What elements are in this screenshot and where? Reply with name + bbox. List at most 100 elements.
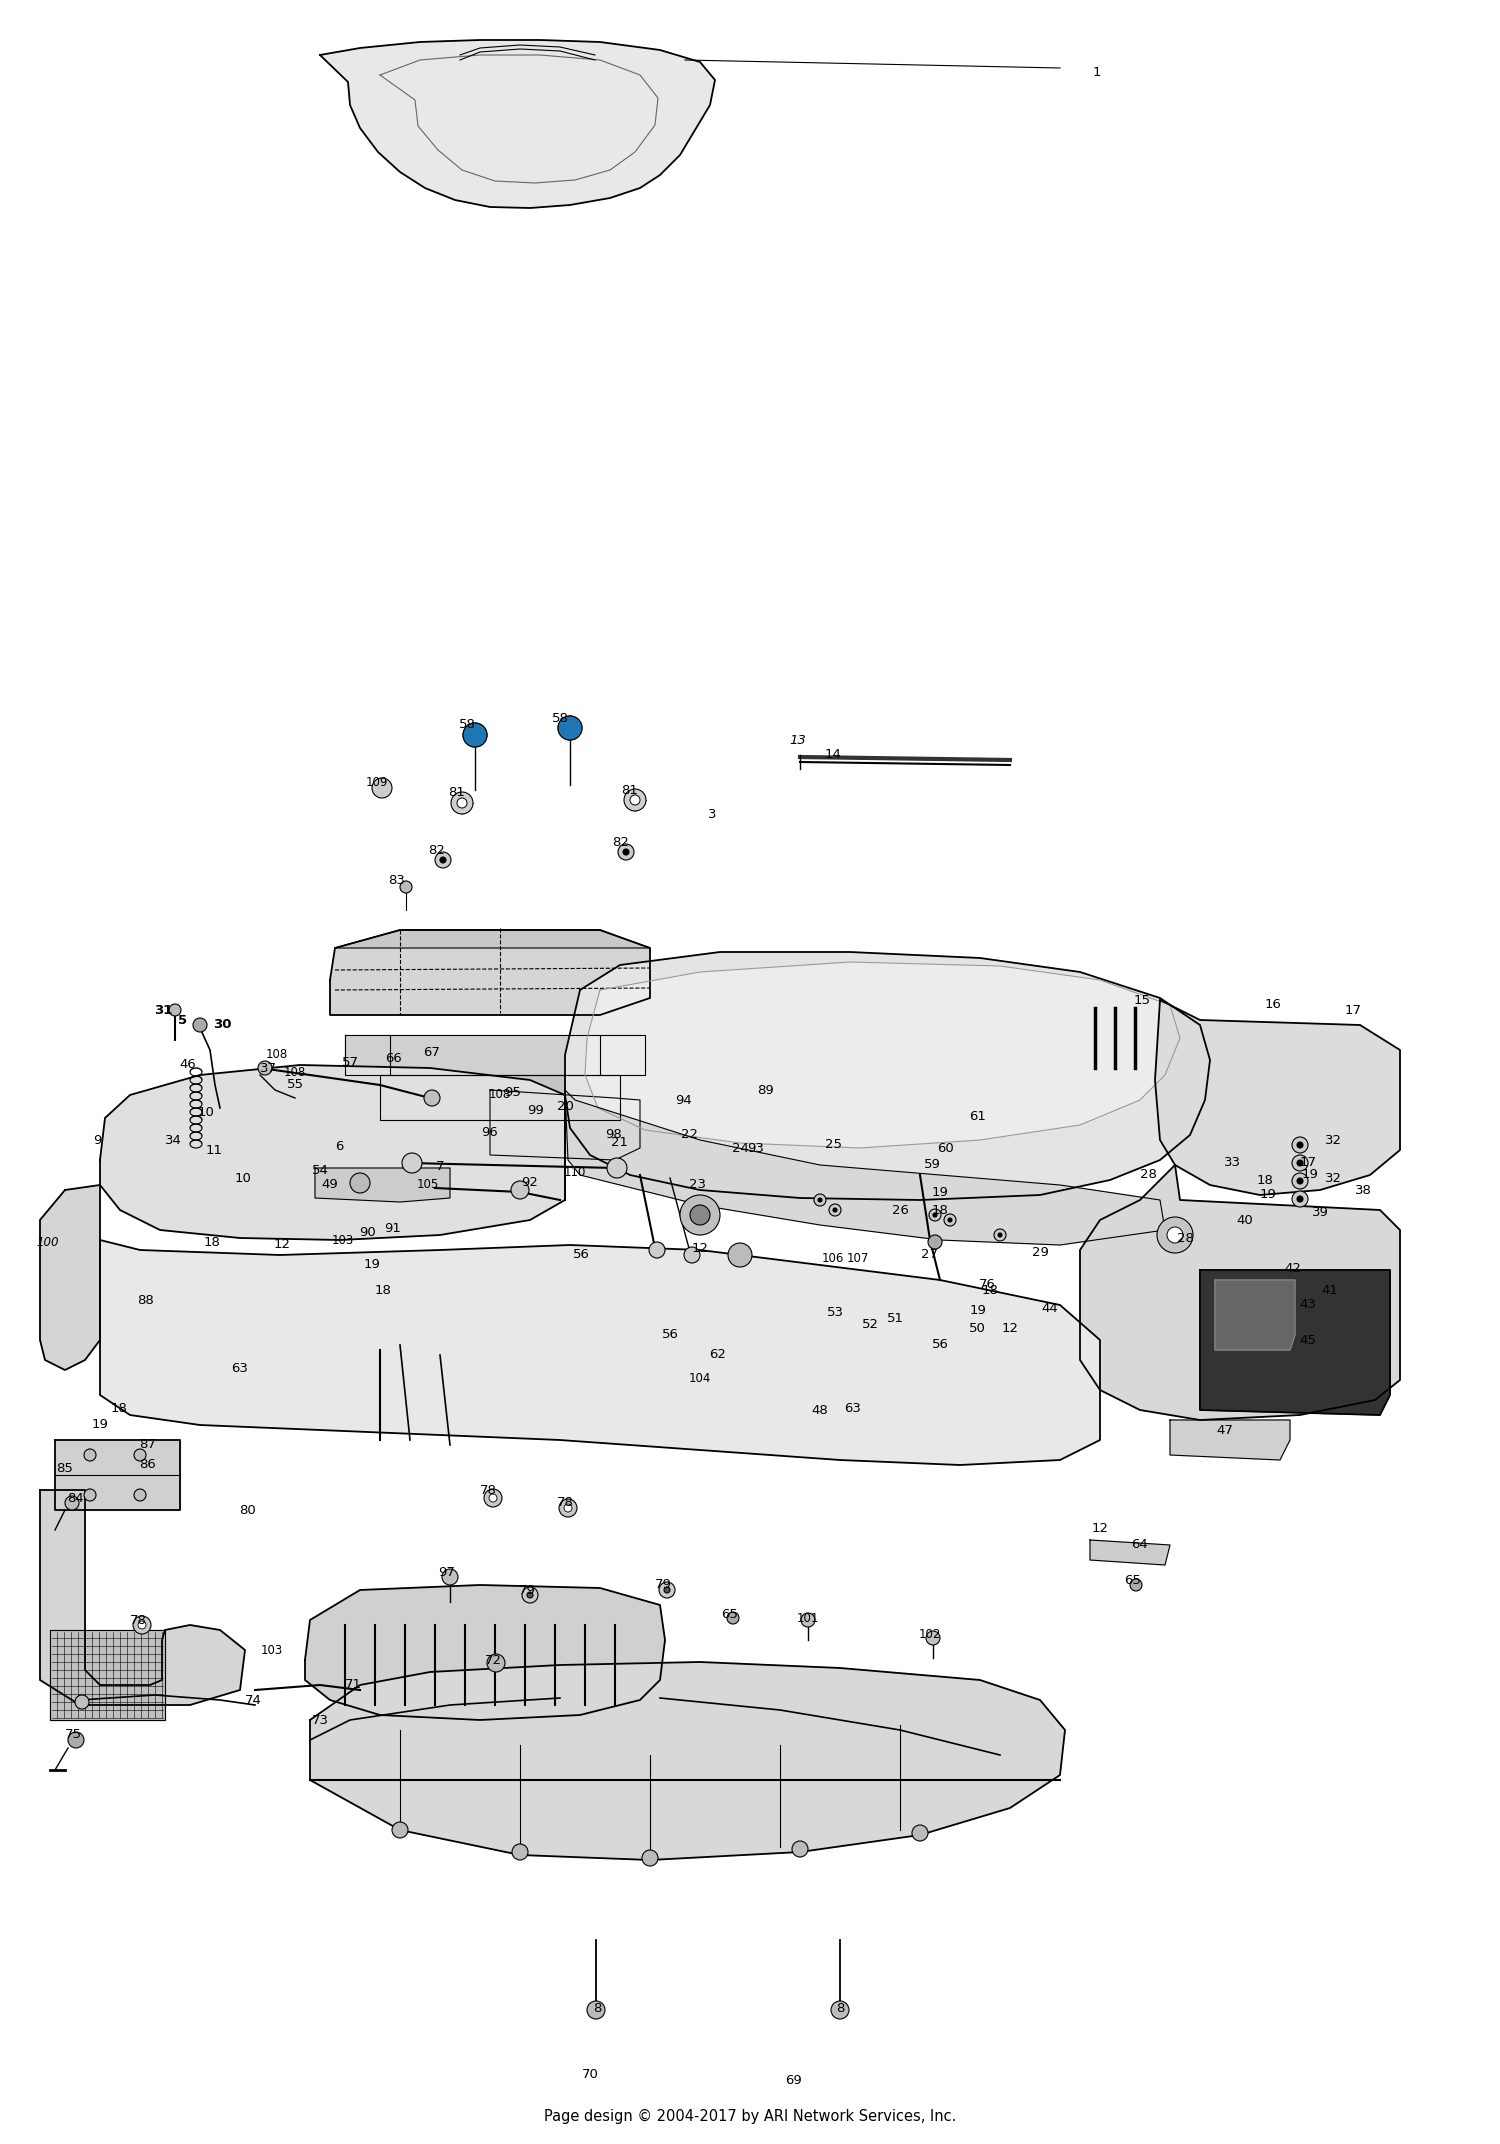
Circle shape (558, 716, 582, 740)
Text: 108: 108 (489, 1089, 512, 1102)
Polygon shape (40, 1186, 101, 1370)
Circle shape (435, 851, 451, 868)
Text: 44: 44 (1041, 1301, 1059, 1314)
Circle shape (458, 798, 466, 808)
Text: 60: 60 (938, 1141, 954, 1153)
Text: 110: 110 (564, 1166, 586, 1179)
Polygon shape (315, 1168, 450, 1203)
Text: 47: 47 (1216, 1424, 1233, 1436)
Text: 81: 81 (448, 787, 465, 800)
Text: 21: 21 (612, 1136, 628, 1149)
Text: 14: 14 (825, 748, 842, 761)
Text: 39: 39 (1311, 1207, 1329, 1220)
Circle shape (258, 1061, 272, 1074)
Circle shape (815, 1194, 827, 1205)
Text: 37: 37 (260, 1061, 276, 1074)
Text: 49: 49 (321, 1179, 339, 1192)
Text: 9: 9 (93, 1134, 100, 1147)
Polygon shape (50, 1629, 165, 1719)
Circle shape (624, 789, 646, 810)
Circle shape (484, 1488, 502, 1507)
Text: 23: 23 (690, 1179, 706, 1192)
Circle shape (1298, 1143, 1304, 1147)
Polygon shape (566, 1089, 1166, 1246)
Text: 41: 41 (1322, 1284, 1338, 1297)
Circle shape (933, 1214, 938, 1218)
Text: 64: 64 (1131, 1539, 1149, 1552)
Text: 56: 56 (662, 1329, 678, 1342)
Circle shape (138, 1621, 146, 1629)
Text: 55: 55 (286, 1078, 303, 1091)
Text: 33: 33 (1224, 1156, 1240, 1168)
Text: 3: 3 (708, 808, 717, 821)
Circle shape (424, 1089, 439, 1106)
Polygon shape (56, 1441, 180, 1509)
Polygon shape (1080, 1164, 1400, 1419)
Text: 65: 65 (722, 1608, 738, 1621)
Text: 10: 10 (198, 1106, 214, 1119)
Text: 82: 82 (429, 843, 445, 855)
Circle shape (944, 1214, 956, 1226)
Text: 109: 109 (366, 776, 388, 789)
Text: 10: 10 (234, 1171, 252, 1183)
Text: 19: 19 (1302, 1168, 1318, 1181)
Text: 66: 66 (384, 1051, 402, 1066)
Text: 63: 63 (231, 1361, 249, 1374)
Text: 107: 107 (847, 1252, 868, 1265)
Text: 78: 78 (129, 1614, 147, 1627)
Circle shape (392, 1822, 408, 1837)
Text: 102: 102 (920, 1629, 940, 1642)
Text: 22: 22 (681, 1128, 699, 1141)
Circle shape (372, 778, 392, 798)
Circle shape (928, 1209, 940, 1220)
Text: 1: 1 (1092, 66, 1101, 79)
Text: 108: 108 (284, 1066, 306, 1078)
Text: 93: 93 (747, 1141, 765, 1153)
Text: 78: 78 (480, 1484, 496, 1497)
Text: 12: 12 (1092, 1522, 1108, 1535)
Circle shape (134, 1449, 146, 1460)
Text: 75: 75 (64, 1728, 81, 1741)
Circle shape (566, 723, 574, 733)
Text: 46: 46 (180, 1059, 196, 1072)
Text: 105: 105 (417, 1179, 440, 1192)
Text: 38: 38 (1354, 1183, 1371, 1196)
Text: 62: 62 (710, 1349, 726, 1361)
Circle shape (452, 791, 472, 815)
Text: 94: 94 (675, 1093, 692, 1106)
Circle shape (464, 723, 488, 746)
Text: 103: 103 (332, 1233, 354, 1246)
Text: 42: 42 (1284, 1261, 1302, 1274)
Circle shape (642, 1850, 658, 1865)
Circle shape (658, 1582, 675, 1597)
Text: 8: 8 (592, 2002, 602, 2015)
Circle shape (134, 1488, 146, 1501)
Text: 25: 25 (825, 1138, 842, 1151)
Circle shape (630, 795, 640, 804)
Polygon shape (330, 930, 650, 1014)
Text: 106: 106 (822, 1252, 844, 1265)
Text: 28: 28 (1140, 1168, 1156, 1181)
Text: 12: 12 (692, 1244, 708, 1256)
Text: 92: 92 (522, 1175, 538, 1188)
Circle shape (134, 1617, 152, 1634)
Circle shape (512, 1844, 528, 1861)
Circle shape (664, 1587, 670, 1593)
Text: 61: 61 (969, 1111, 987, 1123)
Text: 18: 18 (981, 1284, 999, 1297)
Text: 85: 85 (57, 1462, 74, 1475)
Circle shape (830, 1205, 842, 1216)
Text: 27: 27 (921, 1248, 939, 1261)
Polygon shape (310, 1662, 1065, 1861)
Circle shape (84, 1488, 96, 1501)
Text: 90: 90 (360, 1226, 376, 1239)
Circle shape (1156, 1218, 1192, 1252)
Text: 78: 78 (556, 1497, 573, 1509)
Circle shape (1298, 1177, 1304, 1183)
Text: 67: 67 (423, 1046, 441, 1059)
Text: 56: 56 (573, 1248, 590, 1261)
Text: 12: 12 (273, 1239, 291, 1252)
Circle shape (64, 1497, 80, 1509)
Circle shape (512, 1181, 530, 1198)
Text: 82: 82 (612, 836, 630, 849)
